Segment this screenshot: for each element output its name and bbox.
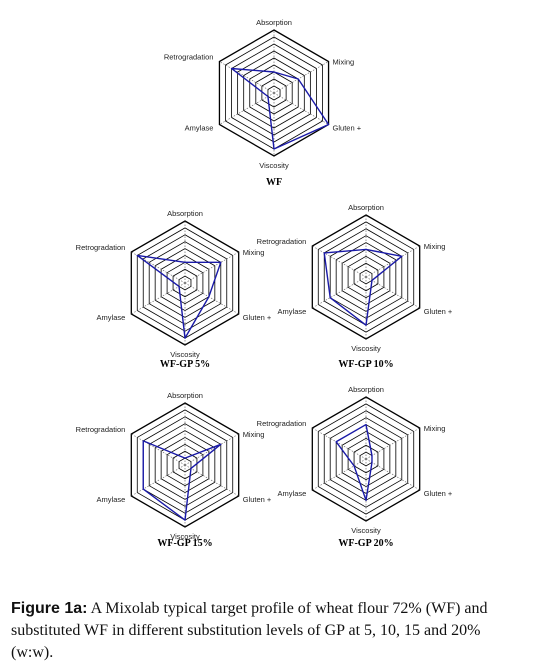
axis-spoke <box>365 427 420 460</box>
axis-label-gluten: Gluten + <box>424 489 453 498</box>
radar-chart-5: Absorption Mixing Gluten + Viscosity Amylase… <box>257 385 453 549</box>
axis-label-absorption: Absorption <box>167 209 203 218</box>
axis-label-mixing: Mixing <box>424 424 446 433</box>
axis-label-amylase: Amylase <box>97 313 126 322</box>
series-line <box>136 254 222 339</box>
chart-title: WF-GP 15% <box>157 538 212 549</box>
axis-spoke <box>273 61 329 94</box>
grid-ring <box>261 78 287 108</box>
axis-spoke <box>184 251 239 284</box>
axis-label-absorption: Absorption <box>348 385 384 394</box>
axis-label-mixing: Mixing <box>243 248 265 257</box>
series-line <box>335 423 373 502</box>
axis-spoke <box>312 245 367 278</box>
axis-label-amylase: Amylase <box>97 495 126 504</box>
chart-title: WF <box>266 177 282 188</box>
grid-ring <box>353 444 379 474</box>
series-line <box>142 440 222 521</box>
axis-spoke <box>365 276 420 309</box>
caption-text: A Mixolab typical target profile of whea… <box>11 600 488 661</box>
grid-ring <box>311 214 421 340</box>
axis-spoke <box>365 245 420 278</box>
axis-spoke <box>273 92 329 125</box>
axis-label-absorption: Absorption <box>348 203 384 212</box>
axis-spoke <box>312 458 367 491</box>
axis-label-gluten: Gluten + <box>333 124 362 133</box>
figure-caption: Figure 1a: A Mixolab typical target prof… <box>11 598 526 664</box>
grid-ring <box>166 261 204 305</box>
grid-ring <box>347 255 385 299</box>
radar-chart-3: Absorption Mixing Gluten + Viscosity Amylase… <box>257 203 453 370</box>
grid-ring <box>130 402 240 528</box>
axis-label-gluten: Gluten + <box>424 307 453 316</box>
grid-ring <box>172 268 198 298</box>
axis-label-absorption: Absorption <box>167 391 203 400</box>
axis-label-absorption: Absorption <box>256 18 292 27</box>
grid-ring <box>311 396 421 522</box>
axis-label-mixing: Mixing <box>424 242 446 251</box>
axis-label-amylase: Amylase <box>278 489 307 498</box>
chart-title: WF-GP 10% <box>338 359 393 370</box>
caption-label: Figure 1a: <box>11 600 88 617</box>
axis-label-mixing: Mixing <box>333 58 355 67</box>
axis-label-viscosity: Viscosity <box>170 350 200 359</box>
axis-label-viscosity: Viscosity <box>351 526 381 535</box>
axis-label-gluten: Gluten + <box>243 313 272 322</box>
radar-charts: Absorption Mixing Gluten + Viscosity Amylase… <box>76 18 453 549</box>
axis-label-viscosity: Viscosity <box>351 344 381 353</box>
axis-spoke <box>131 433 186 466</box>
chart-title: WF-GP 5% <box>160 359 210 370</box>
axis-label-retrogradation: Retrogradation <box>257 419 307 428</box>
grid-ring <box>243 57 305 129</box>
axis-spoke <box>131 282 186 315</box>
grid-ring <box>130 220 240 346</box>
grid-ring <box>166 443 204 487</box>
series-line <box>230 67 330 150</box>
axis-spoke <box>184 282 239 315</box>
axis-spoke <box>219 61 275 94</box>
axis-spoke <box>312 276 367 309</box>
axis-label-amylase: Amylase <box>278 307 307 316</box>
axis-label-retrogradation: Retrogradation <box>257 237 307 246</box>
axis-label-gluten: Gluten + <box>243 495 272 504</box>
axis-label-mixing: Mixing <box>243 430 265 439</box>
axis-label-viscosity: Viscosity <box>170 532 200 541</box>
axis-spoke <box>365 458 420 491</box>
radar-chart-1: Absorption Mixing Gluten + Viscosity Amylase… <box>164 18 362 188</box>
series-line <box>323 248 403 326</box>
axis-spoke <box>131 464 186 497</box>
axis-spoke <box>184 464 239 497</box>
axis-spoke <box>312 427 367 460</box>
axis-spoke <box>219 92 275 125</box>
axis-spoke <box>184 433 239 466</box>
grid-ring <box>353 262 379 292</box>
axis-label-retrogradation: Retrogradation <box>76 425 126 434</box>
axis-label-retrogradation: Retrogradation <box>164 53 214 62</box>
axis-label-retrogradation: Retrogradation <box>76 243 126 252</box>
chart-title: WF-GP 20% <box>338 538 393 549</box>
radar-chart-4: Absorption Mixing Gluten + Viscosity Amylase… <box>76 391 272 549</box>
axis-label-viscosity: Viscosity <box>259 161 289 170</box>
grid-ring <box>172 450 198 480</box>
grid-ring <box>347 437 385 481</box>
radar-chart-2: Absorption Mixing Gluten + Viscosity Amylase… <box>76 209 272 370</box>
axis-label-amylase: Amylase <box>185 124 214 133</box>
